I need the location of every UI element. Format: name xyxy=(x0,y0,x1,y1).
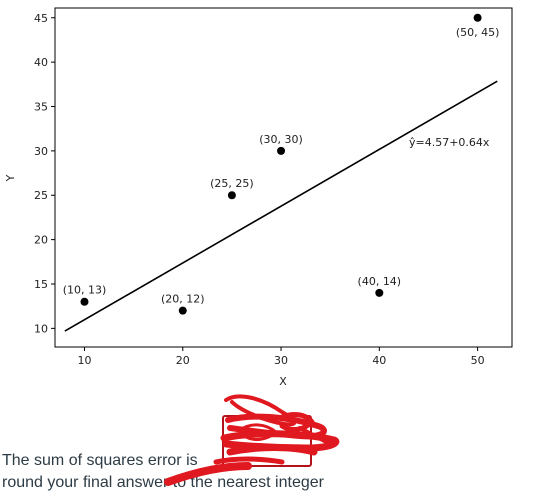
data-point xyxy=(473,13,482,22)
y-tick-label: 45 xyxy=(34,12,48,25)
data-point xyxy=(178,306,187,315)
x-tick-label: 50 xyxy=(471,354,485,367)
regression-line xyxy=(64,80,498,332)
x-tick-label: 40 xyxy=(372,354,386,367)
data-point-label: (10, 13) xyxy=(63,284,107,297)
y-tick-label: 40 xyxy=(34,56,48,69)
y-tick-label: 35 xyxy=(34,101,48,114)
regression-line-group: ŷ=4.57+0.64x xyxy=(64,80,498,332)
rounding-instruction: round your final answer to the nearest i… xyxy=(2,474,324,491)
data-point xyxy=(277,146,286,155)
y-tick-label: 25 xyxy=(34,189,48,202)
y-tick-label: 10 xyxy=(34,322,48,335)
x-tick-label: 30 xyxy=(274,354,288,367)
data-point xyxy=(375,288,384,297)
y-tick-label: 15 xyxy=(34,278,48,291)
data-point-label: (40, 14) xyxy=(358,275,402,288)
answer-input[interactable] xyxy=(222,415,312,467)
x-axis-ticks: 10 20 30 40 50 xyxy=(77,347,485,367)
data-points: (10, 13) (20, 12) (25, 25) (30, 30) (40, 14)… xyxy=(63,13,500,315)
y-axis-ticks: 10 15 20 25 30 35 40 45 xyxy=(34,12,55,335)
plot-frame xyxy=(54,7,513,348)
data-point-label: (25, 25) xyxy=(210,177,254,190)
data-point-label: (50, 45) xyxy=(456,26,500,39)
y-axis-label: Y xyxy=(4,174,17,182)
x-tick-label: 10 xyxy=(77,354,91,367)
y-tick-label: 20 xyxy=(34,234,48,247)
x-tick-label: 20 xyxy=(176,354,190,367)
scatter-chart: 10 20 30 40 50 10 15 20 25 30 35 40 45 ŷ=4.57+0.64x… xyxy=(4,7,513,388)
question-text: The sum of squares error is xyxy=(2,452,198,469)
data-point-label: (30, 30) xyxy=(259,133,303,146)
data-point-label: (20, 12) xyxy=(161,293,205,306)
data-point xyxy=(227,191,236,200)
x-axis-label: X xyxy=(279,375,287,388)
y-tick-label: 30 xyxy=(34,145,48,158)
data-point xyxy=(80,297,89,306)
regression-equation-label: ŷ=4.57+0.64x xyxy=(409,136,490,149)
